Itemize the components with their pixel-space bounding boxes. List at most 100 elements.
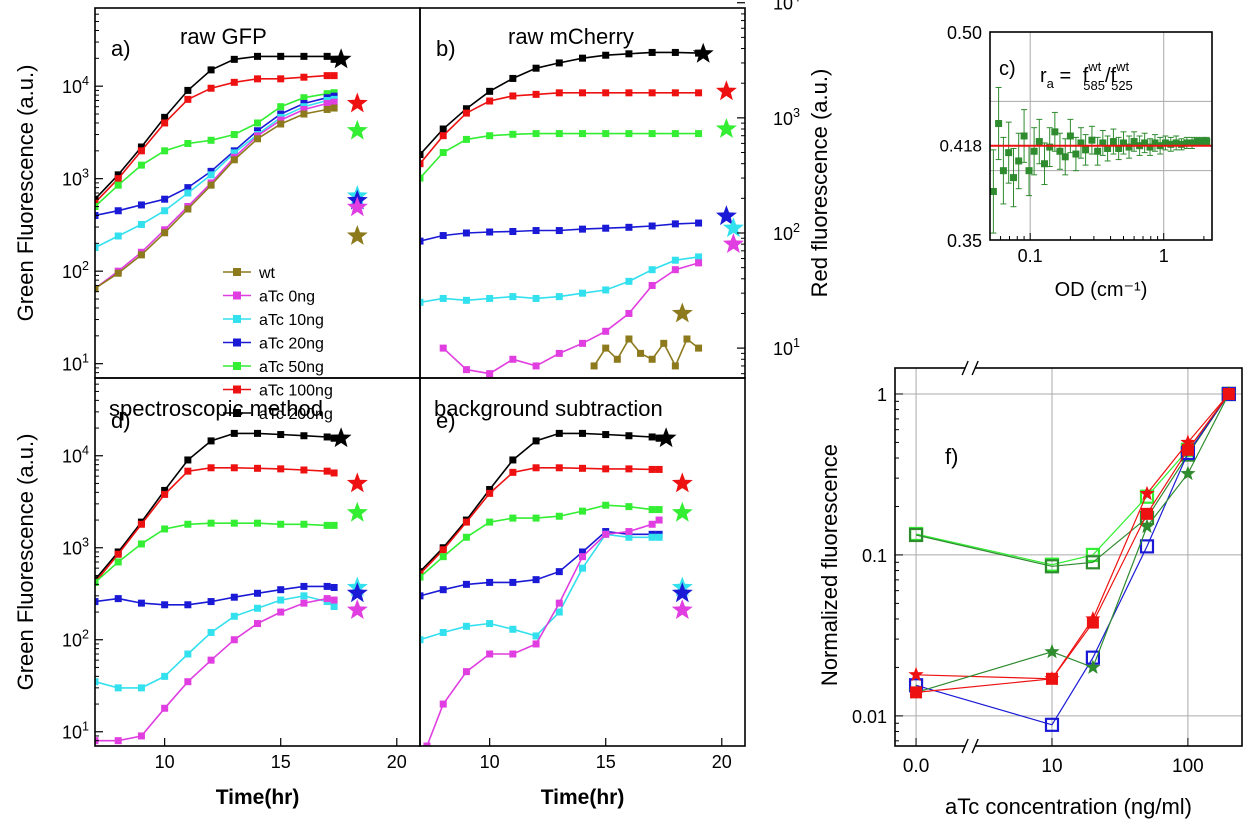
- data-point: [509, 130, 517, 138]
- data-point: [300, 105, 308, 113]
- data-point: [509, 355, 517, 363]
- data-point: [486, 132, 494, 140]
- panel-title: raw GFP: [180, 24, 267, 49]
- data-point: [184, 650, 192, 658]
- data-point: [1088, 136, 1096, 144]
- data-point: [161, 490, 169, 498]
- data-point: [137, 599, 145, 607]
- data-point: [625, 50, 633, 58]
- axes-frame: [989, 31, 1213, 241]
- data-point: [1015, 157, 1023, 165]
- data-point: [161, 672, 169, 680]
- data-point: [1025, 167, 1033, 175]
- data-point: [184, 86, 192, 94]
- data-point: [207, 628, 215, 636]
- data-point: [625, 533, 633, 541]
- panel-title: background subtraction: [434, 396, 663, 421]
- data-point: [1172, 139, 1180, 147]
- panel-f: 0.01 0.1 1 0.0 10 100 f) Normalized fluorescenc…: [817, 360, 1243, 819]
- y-tick-label: 1: [877, 385, 887, 405]
- data-point: [230, 55, 238, 63]
- data-point: [989, 187, 997, 195]
- data-point: [648, 281, 656, 289]
- data-point: [254, 127, 261, 135]
- series-line: [420, 432, 660, 573]
- data-point: [625, 528, 633, 536]
- data-point: [1035, 138, 1043, 146]
- data-point: [420, 160, 424, 168]
- data-point: [207, 519, 215, 527]
- data-point: [1044, 717, 1060, 732]
- data-point: [207, 464, 215, 472]
- axis-break-mark: [971, 360, 979, 376]
- data-point: [114, 171, 122, 179]
- axis-break-mark: [961, 360, 969, 376]
- y-tick-label: 0.50: [947, 23, 982, 43]
- series-line: [95, 595, 335, 689]
- series-line: [95, 55, 335, 200]
- data-point: [420, 298, 424, 306]
- axis-break-gap: [965, 742, 976, 750]
- data-point: [579, 553, 586, 561]
- data-point: [579, 507, 586, 515]
- data-point: [1066, 132, 1074, 140]
- data-point: [1056, 147, 1064, 155]
- data-point: [648, 533, 656, 541]
- data-point: [509, 650, 517, 658]
- data-point: [579, 89, 586, 97]
- data-point: [532, 64, 540, 72]
- data-point: [532, 294, 540, 302]
- panel-e: 10 15 20 e)background subtraction Time(hr): [419, 377, 746, 809]
- star-marker: [671, 501, 693, 522]
- data-point: [695, 344, 703, 352]
- axis-break-mark: [971, 738, 979, 754]
- data-point: [602, 327, 610, 335]
- data-point: [1183, 139, 1191, 147]
- data-point: [230, 593, 238, 601]
- star-marker: [346, 225, 368, 245]
- data-point: [555, 568, 563, 576]
- data-point: [420, 174, 424, 182]
- data-point: [300, 520, 308, 528]
- data-point: [660, 339, 668, 347]
- series-line: [420, 466, 660, 575]
- data-point: [671, 130, 679, 138]
- series-line: [916, 393, 1230, 680]
- data-point: [462, 109, 470, 117]
- star-marker: [716, 80, 737, 101]
- data-point: [114, 175, 122, 183]
- data-point: [114, 737, 122, 745]
- data-point: [1115, 144, 1123, 152]
- data-point: [184, 189, 192, 197]
- data-point: [999, 167, 1007, 175]
- data-point: [137, 520, 145, 528]
- data-point: [462, 229, 470, 237]
- data-point: [439, 232, 447, 240]
- data-point: [420, 636, 424, 644]
- data-point: [254, 135, 261, 143]
- data-point: [161, 229, 169, 237]
- data-point: [1151, 139, 1159, 147]
- data-point: [114, 684, 122, 692]
- panel-label: e): [436, 408, 456, 433]
- star-marker: [346, 472, 368, 493]
- data-point: [184, 678, 192, 686]
- data-point: [1094, 147, 1102, 155]
- star-marker: [716, 205, 737, 226]
- data-point: [625, 335, 633, 343]
- data-point: [330, 55, 338, 63]
- data-point: [671, 362, 679, 370]
- star-marker: [330, 48, 352, 69]
- data-point: [648, 48, 656, 56]
- data-point: [1085, 547, 1101, 563]
- data-point: [602, 530, 610, 538]
- data-point: [555, 349, 563, 357]
- data-point: [695, 219, 703, 227]
- data-point: [300, 599, 308, 607]
- data-point: [625, 89, 633, 97]
- data-point: [230, 78, 238, 86]
- y-tick-label: 0.1: [862, 546, 887, 566]
- data-point: [655, 434, 663, 442]
- data-point: [114, 269, 122, 277]
- data-point: [207, 66, 215, 74]
